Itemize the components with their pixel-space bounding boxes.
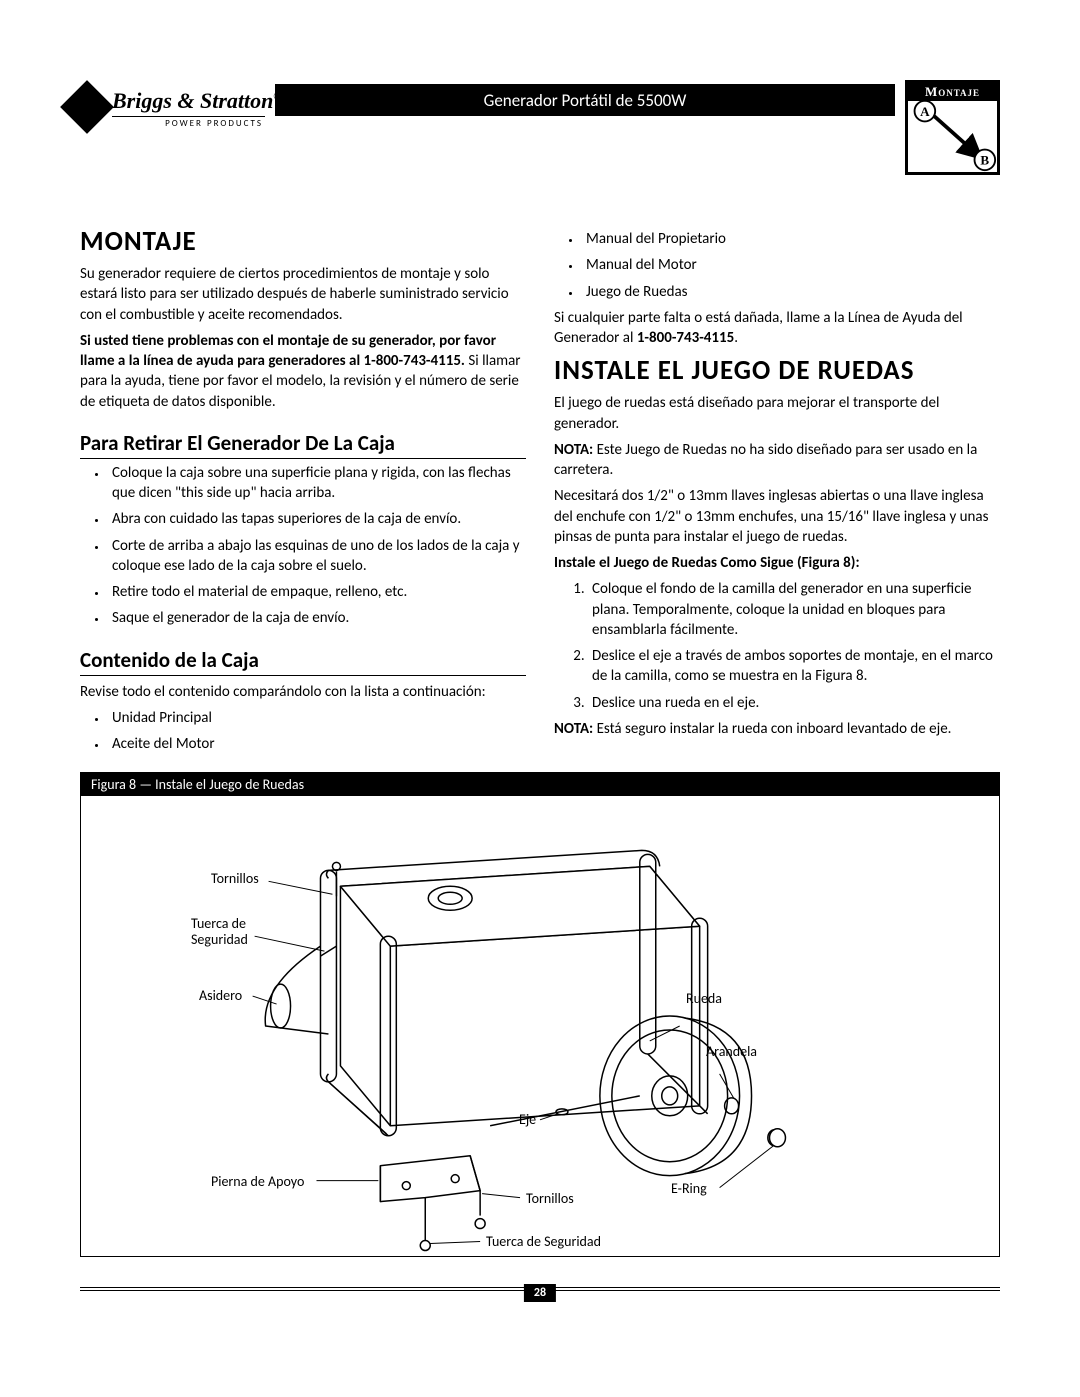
label-tornillos-bot: Tornillos [526, 1191, 574, 1207]
page-footer: 28 [80, 1287, 1000, 1291]
heading-montaje: Montaje [80, 225, 526, 258]
list-item: Manual del Propietario [582, 229, 1000, 249]
section-icon-b: B [980, 153, 989, 168]
steps-heading: Instale el Juego de Ruedas Como Sigue (F… [554, 553, 1000, 573]
heading-install-wheels: Instale El Juego De Ruedas [554, 354, 1000, 387]
unbox-list: Coloque la caja sobre una superficie pla… [80, 463, 526, 629]
label-pierna: Pierna de Apoyo [211, 1174, 304, 1190]
tools-needed: Necesitará dos 1/2" o 13mm llaves ingles… [554, 486, 1000, 547]
wheels-nota2: NOTA: Está seguro instalar la rueda con … [554, 719, 1000, 739]
heading-unbox: Para Retirar El Generador De La Caja [80, 430, 526, 459]
list-item: Corte de arriba a abajo las esquinas de … [108, 536, 526, 577]
section-icon: Montaje A B [905, 80, 1000, 175]
help-text: Si usted tiene problemas con el montaje … [80, 331, 526, 412]
brand-subline: POWER PRODUCTS [80, 118, 265, 129]
content-columns: Montaje Su generador requiere de ciertos… [80, 225, 1000, 760]
list-item: Coloque el fondo de la camilla del gener… [588, 579, 1000, 640]
figure-body: Tornillos Tuerca de Seguridad Asidero Pi… [81, 796, 999, 1256]
contents-list-right: Manual del Propietario Manual del Motor … [554, 229, 1000, 302]
wheels-intro: El juego de ruedas está diseñado para me… [554, 393, 1000, 434]
intro-text: Su generador requiere de ciertos procedi… [80, 264, 526, 325]
list-item: Retire todo el material de empaque, rell… [108, 582, 526, 602]
brand-logo: Briggs & Stratton® POWER PRODUCTS [80, 80, 265, 129]
right-column: Manual del Propietario Manual del Motor … [554, 225, 1000, 760]
page-number: 28 [524, 1284, 556, 1302]
list-item: Deslice el eje a través de ambos soporte… [588, 646, 1000, 687]
list-item: Juego de Ruedas [582, 282, 1000, 302]
figure-8: Figura 8 — Instale el Juego de Ruedas [80, 772, 1000, 1257]
label-tuerca-seg-bot: Tuerca de Seguridad [486, 1234, 601, 1250]
label-ering: E-Ring [671, 1181, 707, 1197]
list-item: Coloque la caja sobre una superficie pla… [108, 463, 526, 504]
list-item: Unidad Principal [108, 708, 526, 728]
list-item: Abra con cuidado las tapas superiores de… [108, 509, 526, 529]
label-arandela: Arandela [706, 1044, 757, 1060]
install-steps: Coloque el fondo de la camilla del gener… [554, 579, 1000, 713]
list-item: Deslice una rueda en el eje. [588, 693, 1000, 713]
brand-name: Briggs & Stratton [112, 88, 273, 113]
wheels-nota: NOTA: Este Juego de Ruedas no ha sido di… [554, 440, 1000, 481]
figure-caption: Figura 8 — Instale el Juego de Ruedas [81, 773, 999, 796]
label-asidero: Asidero [199, 988, 242, 1004]
heading-contents: Contenido de la Caja [80, 647, 526, 676]
contents-list-left: Unidad Principal Aceite del Motor [80, 708, 526, 755]
section-icon-a: A [920, 104, 930, 119]
contents-intro: Revise todo el contenido comparándolo co… [80, 682, 526, 702]
label-eje: Eje [519, 1112, 536, 1128]
left-column: Montaje Su generador requiere de ciertos… [80, 225, 526, 760]
list-item: Aceite del Motor [108, 734, 526, 754]
document-title-bar: Generador Portátil de 5500W [275, 84, 895, 116]
label-tuerca-seg-top: Tuerca de Seguridad [191, 916, 248, 948]
list-item: Manual del Motor [582, 255, 1000, 275]
list-item: Saque el generador de la caja de envío. [108, 608, 526, 628]
label-tornillos-top: Tornillos [211, 871, 259, 887]
missing-parts-text: Si cualquier parte falta o está dañada, … [554, 308, 1000, 349]
page-header: Briggs & Stratton® POWER PRODUCTS Genera… [80, 80, 1000, 175]
label-rueda: Rueda [686, 991, 722, 1007]
